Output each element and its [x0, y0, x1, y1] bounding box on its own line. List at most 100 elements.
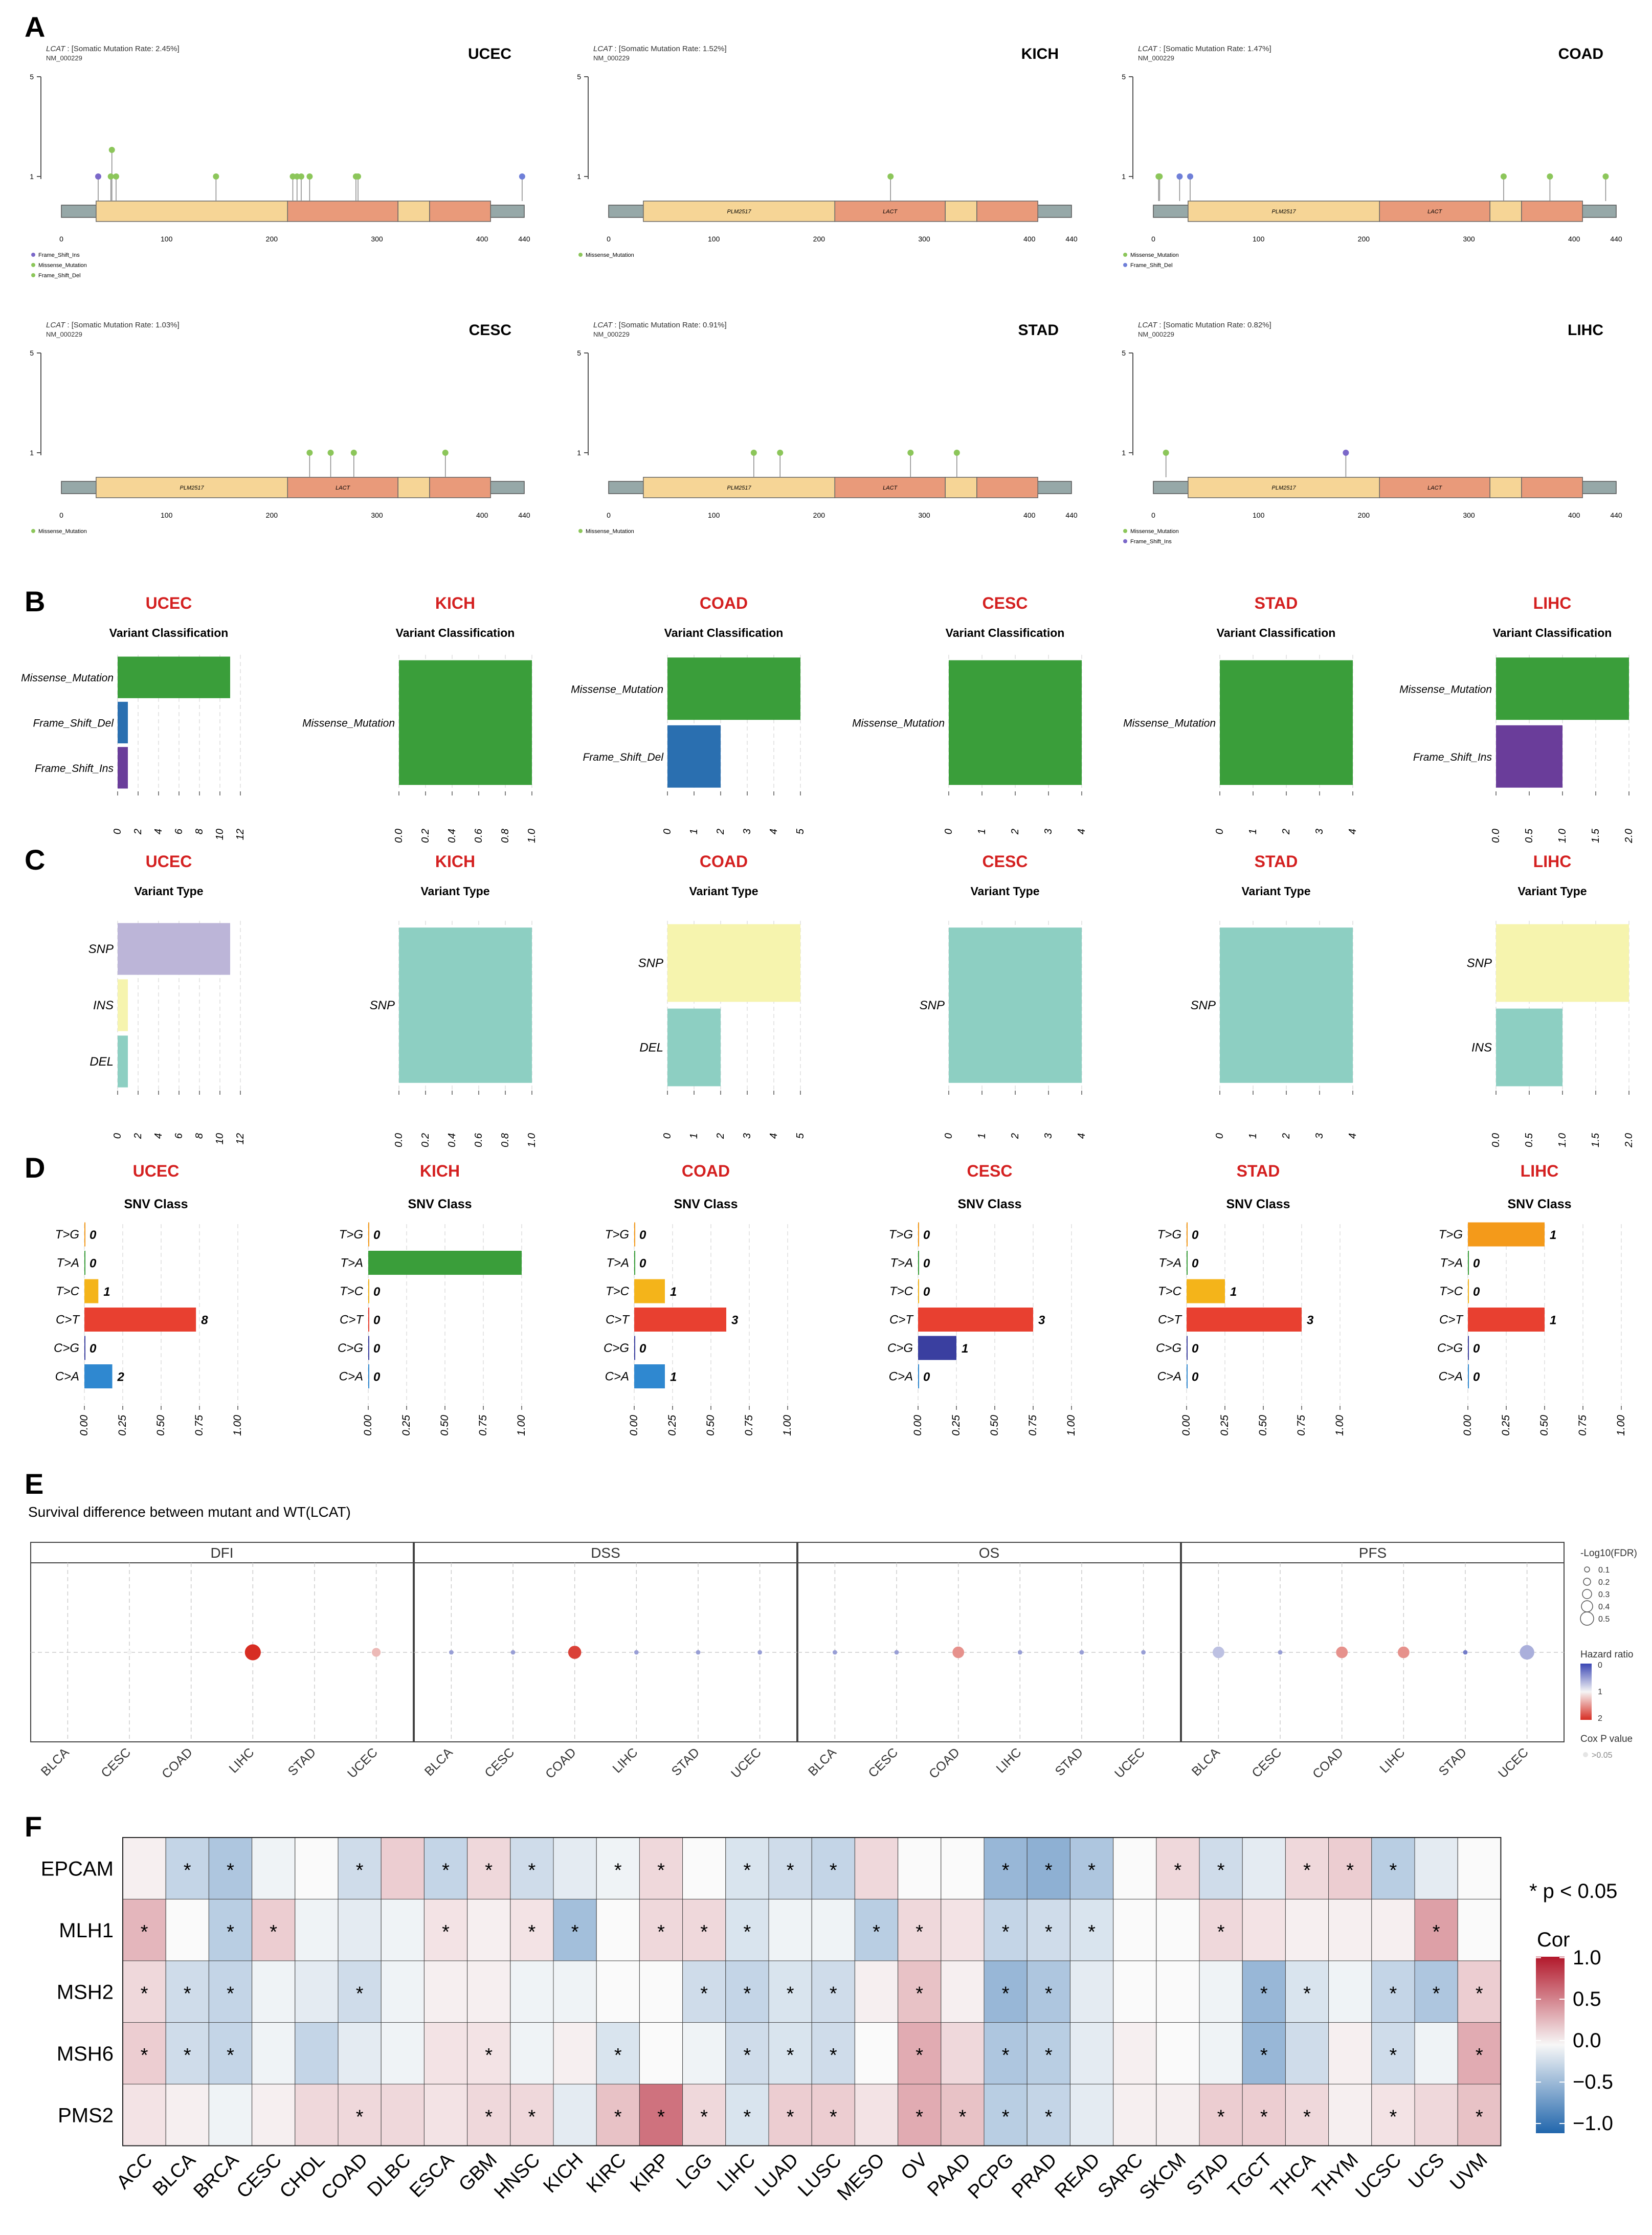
- protein-domain: [643, 201, 835, 222]
- bar-category-label: INS: [1471, 1041, 1492, 1055]
- barchart-x-tick-label: 1: [688, 829, 700, 834]
- barchart-x-tick-label: 1: [1247, 1133, 1259, 1139]
- heatmap-legend-tick-label: 0.5: [1573, 1988, 1601, 2010]
- barchart-title: LIHC: [1533, 594, 1572, 612]
- heatmap-cell: [252, 1960, 296, 2023]
- lollipop-x-tick-label: 300: [1463, 235, 1475, 243]
- snv-count-label: 3: [1307, 1314, 1314, 1327]
- snv-bar: [1187, 1308, 1302, 1332]
- snv-bar: [1468, 1364, 1469, 1388]
- heatmap-cell: [1113, 1837, 1157, 1899]
- snv-count-label: 0: [1473, 1257, 1480, 1271]
- snv-bar: [84, 1308, 196, 1332]
- snv-count-label: 0: [1192, 1342, 1199, 1356]
- barchart-title: UCEC: [146, 594, 192, 612]
- heatmap-cell: [1457, 1960, 1501, 2023]
- snv-count-label: 0: [1192, 1370, 1199, 1384]
- protein-domain: [287, 201, 398, 222]
- lollipop-rate: 1.52%: [703, 45, 725, 53]
- heatmap-cell: [984, 1960, 1028, 2023]
- heatmap-cell: [381, 1899, 425, 1961]
- barchart-x-tick-label: 0.8: [500, 829, 511, 843]
- heatmap-cell: [122, 2022, 166, 2085]
- heatmap-cell: [768, 1837, 812, 1899]
- lollipop-gene: LCAT: [1138, 45, 1158, 53]
- lollipop-y-tick-label: 5: [577, 349, 581, 357]
- lollipop-legend-dot: [31, 529, 35, 533]
- lollipop-transcript: NM_000229: [46, 54, 82, 62]
- snv-title: LIHC: [1521, 1162, 1559, 1180]
- snv-bar: [368, 1222, 369, 1247]
- snv-count-label: 3: [731, 1314, 739, 1327]
- heatmap-cell: [1026, 1960, 1070, 2023]
- survival-point: [1079, 1650, 1084, 1655]
- lollipop-legend-dot: [31, 273, 35, 277]
- protein-domain: [1379, 201, 1490, 222]
- protein-domain-label: PLM2517: [1271, 485, 1296, 491]
- snv-title: UCEC: [133, 1162, 180, 1180]
- snv-x-tick-label: 0.75: [193, 1415, 205, 1436]
- lollipop-x-tick-label: 400: [1023, 235, 1036, 243]
- snv-x-tick-label: 0.50: [1257, 1415, 1269, 1436]
- snv-x-tick-label: 0.50: [989, 1415, 1000, 1436]
- lollipop-x-tick-label: 100: [161, 511, 173, 519]
- lollipop-x-tick-label: 100: [1253, 511, 1265, 519]
- heatmap-cell: [596, 1837, 640, 1899]
- lollipop-cancer-title: LIHC: [1568, 322, 1603, 339]
- heatmap-cell: [553, 2084, 597, 2146]
- lollipop-x-tick-label: 100: [1253, 235, 1265, 243]
- barchart-x-tick-label: 1.0: [526, 829, 538, 843]
- protein-domain-label: PLM2517: [180, 485, 204, 491]
- lollipop-x-tick-label: 100: [708, 511, 720, 519]
- legend-hr-bar: [1580, 1664, 1592, 1720]
- protein-domain: [1521, 477, 1583, 498]
- lollipop-y-tick-label: 5: [1122, 349, 1126, 357]
- heatmap-star: *: [1433, 1921, 1440, 1943]
- lollipop-plot-coad: LCAT : [Somatic Mutation Rate: 1.47%]NM_…: [1122, 45, 1622, 269]
- heatmap-cell: [252, 2022, 296, 2085]
- lollipop-rate-suffix: ]: [177, 321, 180, 329]
- legend-hr-title: Hazard ratio: [1580, 1649, 1634, 1660]
- legend-size-label: 0.1: [1598, 1566, 1610, 1575]
- survival-point: [1520, 1645, 1534, 1660]
- barchart-x-tick-label: 0: [112, 829, 123, 834]
- heatmap-cell: [1113, 2022, 1157, 2085]
- lollipop-head: [294, 173, 300, 180]
- snv-category-label: C>A: [889, 1370, 913, 1384]
- lollipop-x-tick-label: 100: [708, 235, 720, 243]
- heatmap-legend-tick-label: −0.5: [1573, 2071, 1613, 2093]
- barchart-subtitle: Variant Type: [1241, 884, 1310, 898]
- heatmap-star: *: [227, 1860, 234, 1881]
- heatmap-cell: [467, 2084, 511, 2146]
- snv-category-label: C>T: [340, 1313, 364, 1327]
- lollipop-rate-prefix: : [Somatic Mutation Rate:: [1157, 45, 1247, 53]
- protein-domain: [429, 477, 491, 498]
- heatmap-star: *: [1303, 1860, 1311, 1881]
- protein-domain-label: PLM2517: [1271, 209, 1296, 215]
- barchart-title: CESC: [983, 852, 1028, 871]
- heatmap-star: *: [1088, 1860, 1096, 1881]
- barchart-title: COAD: [700, 594, 748, 612]
- heatmap-cell: [854, 2022, 899, 2085]
- lollipop-rate-suffix: ]: [1269, 45, 1271, 53]
- legend-size-label: 0.4: [1598, 1603, 1610, 1611]
- lollipop-legend-label: Missense_Mutation: [586, 252, 634, 258]
- lollipop-rate: 0.91%: [703, 321, 725, 329]
- barchart-subtitle: Variant Classification: [1217, 626, 1336, 639]
- panel-d-snv-class: UCEC SNV Class 0.00 0.25 0.50 0.75 1.00 T>G 0 T>A…: [54, 1162, 1627, 1436]
- survival-point: [127, 1650, 132, 1655]
- heatmap-legend-title: Cor: [1537, 1929, 1570, 1951]
- legend-size-label: 0.3: [1598, 1590, 1610, 1599]
- bar-category-label: DEL: [639, 1041, 663, 1055]
- lollipop-legend-dot: [1123, 529, 1127, 533]
- heatmap-star: *: [744, 1983, 751, 2004]
- legend-size-title: -Log10(FDR): [1580, 1548, 1637, 1559]
- lollipop-y-tick-label: 1: [577, 172, 581, 181]
- snv-count-label: 1: [670, 1370, 677, 1384]
- heatmap-cell: [984, 2022, 1028, 2085]
- heatmap-row-label: EPCAM: [41, 1857, 114, 1880]
- heatmap-cell: [1156, 1837, 1200, 1899]
- snv-bar: [84, 1251, 85, 1275]
- heatmap-row-label: MSH2: [57, 1981, 114, 2003]
- heatmap-cell: [1199, 1960, 1243, 2023]
